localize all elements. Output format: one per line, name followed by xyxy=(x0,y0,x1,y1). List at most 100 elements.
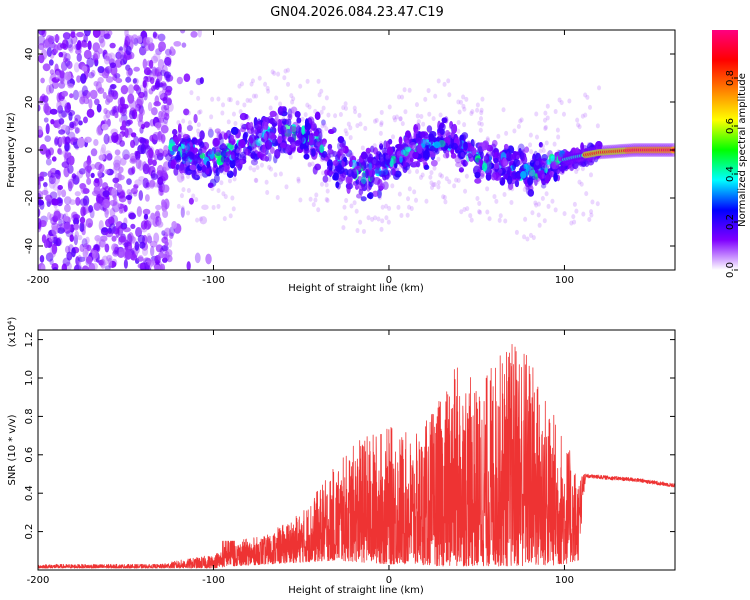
spectrogram-cell xyxy=(198,171,203,177)
spectrogram-cell xyxy=(269,146,275,154)
spectrogram-cell xyxy=(446,78,451,84)
spectrogram-cell xyxy=(74,191,81,197)
spectrogram-cell xyxy=(83,33,88,44)
spectrogram-cell xyxy=(137,256,144,262)
spectrogram-cell xyxy=(456,177,461,183)
spectrogram-cell xyxy=(198,141,205,149)
spectrogram-cell xyxy=(43,117,49,123)
snr-ytick-label: 0.6 xyxy=(24,447,35,463)
spectrogram-cell xyxy=(319,144,325,154)
spectrogram-cell xyxy=(239,159,244,165)
spectrogram-cell xyxy=(64,136,71,145)
spectrogram-cell xyxy=(296,178,301,184)
colorbar: 0.0 0.2 0.4 0.6 0.8 Normalized spectral ampl… xyxy=(712,30,748,278)
spectrogram-cell xyxy=(509,199,514,205)
spectrogram-cell xyxy=(457,109,462,115)
spectrogram-cell xyxy=(104,208,109,219)
spectrogram-cell xyxy=(493,151,500,158)
spectrogram-cell xyxy=(339,142,346,148)
spectrogram-cell xyxy=(406,196,411,202)
spectrogram-cell xyxy=(122,227,131,233)
spectrogram-cell xyxy=(79,198,88,206)
spectrogram-cell xyxy=(264,156,270,162)
spectrogram-cell xyxy=(447,92,452,98)
spectrogram-cell xyxy=(104,243,110,253)
spectrogram-cell xyxy=(595,140,603,150)
spectrogram-cell xyxy=(186,110,191,116)
spectrogram-cell xyxy=(257,75,262,81)
spectrogram-cell xyxy=(53,174,61,185)
spectrogram-cell xyxy=(95,81,102,92)
spectrogram-cell xyxy=(49,213,54,221)
spectrogram-cell xyxy=(562,161,569,172)
spectrogram-cell xyxy=(365,147,371,154)
spectrogram-cell xyxy=(280,142,287,149)
spectrogram-cell xyxy=(44,135,52,143)
spectrogram-cell xyxy=(379,226,384,232)
spectrogram-cell xyxy=(461,94,466,100)
spectrogram-cell xyxy=(73,223,79,230)
spectrogram-cell xyxy=(93,185,101,195)
spectrogram-cell xyxy=(324,182,329,188)
spectrogram-cell xyxy=(285,67,290,73)
spectrogram-cell xyxy=(377,178,383,189)
spectrogram-cell xyxy=(250,138,258,149)
spectrogram-cell xyxy=(290,142,297,152)
spectrogram-cell xyxy=(287,108,293,119)
spectrogram-cell xyxy=(468,152,473,158)
spectrogram-cell xyxy=(68,155,75,166)
spectrogram-cell xyxy=(332,159,339,167)
spectrogram-cell xyxy=(447,179,452,185)
spectrogram-cell xyxy=(436,184,441,190)
spectrogram-cell xyxy=(527,176,533,186)
spectrogram-cell xyxy=(531,235,536,241)
spectrogram-cell xyxy=(105,76,114,83)
spectrogram-cell xyxy=(218,164,224,174)
spectrogram-cell xyxy=(134,241,140,251)
spectrogram-cell xyxy=(79,216,86,224)
spectrogram-cell xyxy=(263,148,268,154)
spectrogram-cell xyxy=(545,115,550,121)
spectrogram-cell xyxy=(282,106,287,114)
spectrogram-cell xyxy=(159,263,166,270)
spectrogram-cell xyxy=(99,259,105,267)
spectrogram-cell xyxy=(468,213,473,219)
spectrogram-cell xyxy=(376,216,381,222)
spectrogram-cell xyxy=(501,107,506,113)
spectrogram-cell xyxy=(124,30,129,38)
spectrogram-cell xyxy=(94,202,101,211)
spectrogram-cell xyxy=(538,141,543,148)
spectrogram-cell xyxy=(335,181,340,189)
spectrogram-cell xyxy=(517,160,522,166)
spectrogram-cell xyxy=(48,236,54,242)
spectrogram-cell xyxy=(97,170,102,178)
spectrogram-cell xyxy=(57,227,65,234)
spectrogram-cell xyxy=(250,78,255,84)
spectrogram-cell xyxy=(542,117,547,123)
spectrogram-cell xyxy=(379,109,384,115)
spectrogram-cell xyxy=(105,55,110,62)
snr-ytick-label: 0.8 xyxy=(24,408,35,424)
spectrogram-cell xyxy=(575,166,580,172)
spectrogram-cell xyxy=(110,84,117,90)
spectrogram-cell xyxy=(199,150,204,156)
spectrogram-cell xyxy=(436,156,441,162)
spectrogram-cell xyxy=(183,73,191,82)
snr-series-line xyxy=(38,344,675,569)
spectrogram-cell xyxy=(110,128,119,136)
spectrogram-cell xyxy=(123,242,129,248)
spectrogram-cell xyxy=(163,71,172,79)
spectrogram-cell xyxy=(581,211,586,217)
spectrogram-cell xyxy=(463,141,468,151)
spectrogram-xtick-label: 0 xyxy=(386,275,392,286)
spectrogram-cell xyxy=(528,232,533,238)
spectrogram-cell xyxy=(346,175,353,183)
spectrogram-cell xyxy=(235,148,240,154)
spectrogram-cell xyxy=(62,215,71,222)
spectrogram-cell xyxy=(156,164,164,176)
spectrogram-cell xyxy=(450,152,457,159)
spectrogram-cell xyxy=(118,46,124,52)
spectrogram-cell xyxy=(118,207,124,214)
spectrogram-cell xyxy=(478,158,484,167)
spectrogram-cell xyxy=(407,186,412,192)
